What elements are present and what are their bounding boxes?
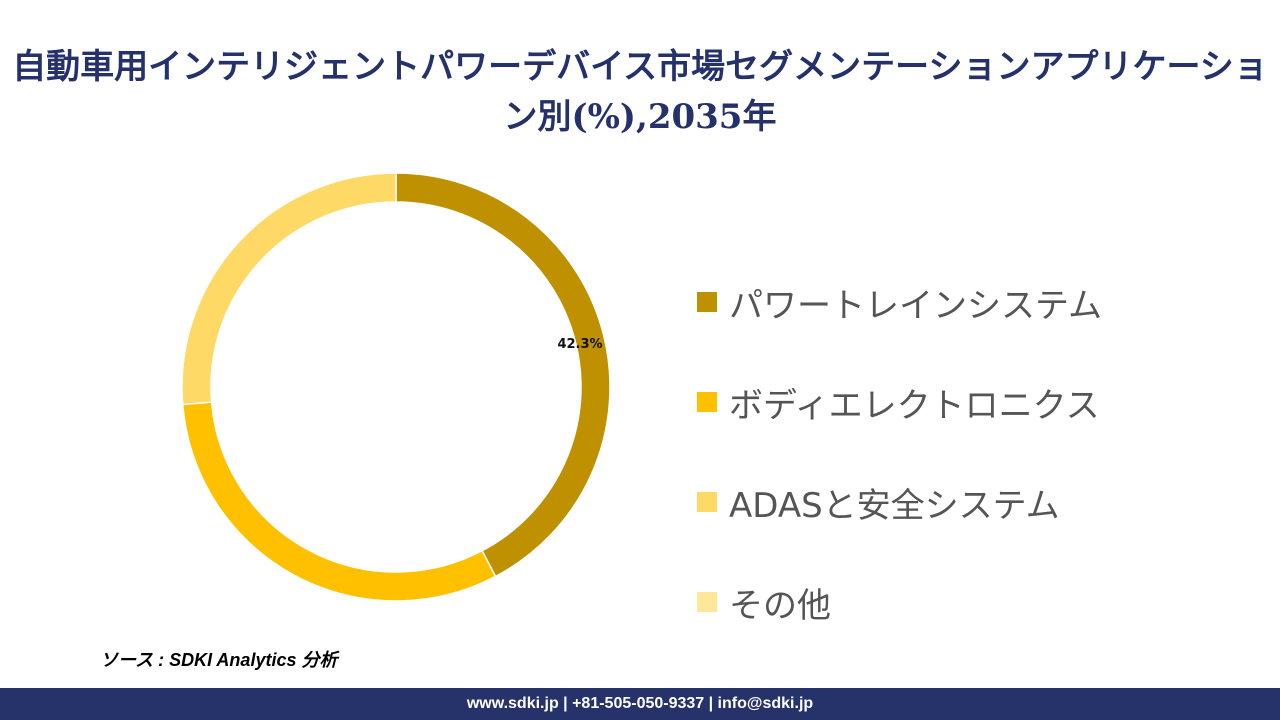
legend-label: ボディエレクトロニクス xyxy=(729,385,1100,426)
legend: パワートレインシステム ボディエレクトロニクス ADASと安全システム その他 xyxy=(697,252,1102,652)
legend-label: ADASと安全システム xyxy=(729,485,1060,526)
legend-label: その他 xyxy=(729,585,831,626)
legend-swatch xyxy=(697,492,717,512)
legend-swatch xyxy=(697,392,717,412)
footer-contact: www.sdki.jp | +81-505-050-9337 | info@sd… xyxy=(0,688,1280,720)
legend-item: ADASと安全システム xyxy=(697,452,1102,552)
legend-item: ボディエレクトロニクス xyxy=(697,352,1102,452)
donut-segment-2 xyxy=(181,401,497,602)
source-note: ソース : SDKI Analytics 分析 xyxy=(100,650,338,670)
donut-segment-1 xyxy=(395,172,611,578)
legend-label: パワートレインシステム xyxy=(729,285,1102,326)
legend-swatch xyxy=(697,292,717,312)
legend-item: その他 xyxy=(697,552,1102,652)
data-label: 42.3% xyxy=(557,337,602,352)
legend-item: パワートレインシステム xyxy=(697,252,1102,352)
donut-chart: 42.3% xyxy=(181,172,611,602)
legend-swatch xyxy=(697,592,717,612)
donut-segment-3 xyxy=(181,172,397,406)
chart-title: 自動車用インテリジェントパワーデバイス市場セグメンテーションアプリケーション別(… xyxy=(12,47,1268,137)
